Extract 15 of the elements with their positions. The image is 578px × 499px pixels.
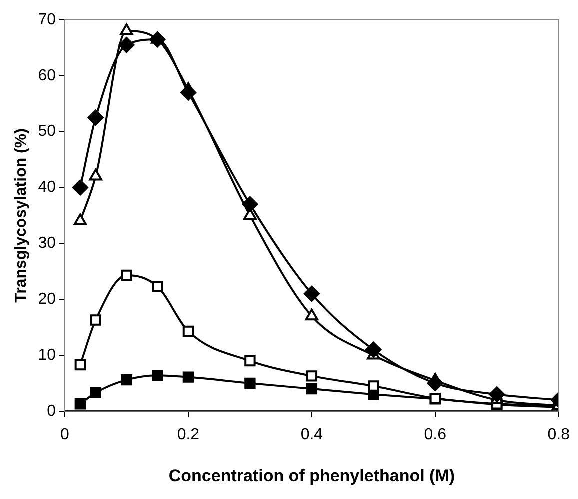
y-tick-label: 20 <box>38 290 56 308</box>
y-axis-title: Transglycosylation (%) <box>13 128 30 303</box>
y-tick-label: 30 <box>38 235 56 252</box>
x-tick-label: 0.6 <box>424 426 447 444</box>
y-tick-label: 70 <box>38 11 56 28</box>
x-axis-title: Concentration of phenylethanol (M) <box>168 466 456 486</box>
x-tick-label: 0 <box>60 426 70 444</box>
y-tick-label: 50 <box>38 123 56 140</box>
x-tick-label: 0.4 <box>300 426 324 444</box>
x-tick-label: 0.2 <box>177 426 200 444</box>
y-tick-label: 10 <box>38 346 56 364</box>
y-tick-label: 60 <box>38 67 56 84</box>
x-tick-label: 0.8 <box>548 426 570 444</box>
y-tick-label: 0 <box>47 402 56 420</box>
y-tick-label: 40 <box>38 179 56 196</box>
